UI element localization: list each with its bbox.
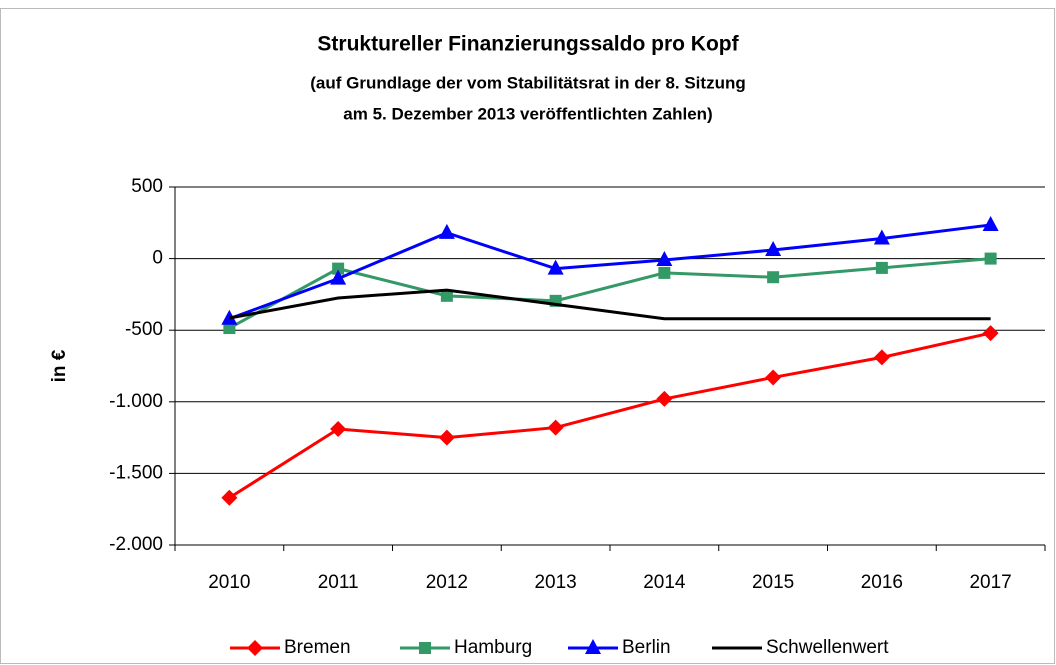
marker — [875, 261, 888, 274]
marker — [765, 369, 782, 386]
y-tick-label: -1.000 — [109, 391, 163, 412]
marker — [438, 429, 455, 446]
marker — [440, 289, 453, 302]
legend-label: Schwellenwert — [766, 637, 889, 658]
x-tick-label: 2013 — [534, 572, 576, 593]
marker — [984, 252, 997, 265]
y-tick-label: 0 — [152, 248, 163, 269]
legend-label: Berlin — [622, 637, 671, 658]
marker — [658, 266, 671, 279]
marker — [765, 241, 782, 257]
chart-border — [0, 8, 1055, 664]
y-tick-label: -1.500 — [109, 462, 163, 483]
series-line — [228, 223, 991, 321]
marker — [767, 271, 780, 284]
x-tick-label: 2016 — [861, 572, 903, 593]
marker — [547, 259, 564, 275]
marker — [247, 640, 263, 656]
chart-subtitle: am 5. Dezember 2013 veröffentlichten Zah… — [343, 104, 712, 123]
legend-label: Bremen — [284, 637, 351, 658]
marker — [873, 229, 890, 245]
series-line — [229, 288, 991, 321]
marker — [332, 262, 345, 275]
x-tick-label: 2015 — [752, 572, 794, 593]
legend-label: Hamburg — [454, 637, 532, 658]
marker — [223, 322, 236, 335]
chart-subtitle: (auf Grundlage der vom Stabilitätsrat in… — [310, 73, 745, 92]
series-line — [228, 331, 991, 500]
chart-title: Struktureller Finanzierungssaldo pro Kop… — [317, 33, 739, 56]
marker — [656, 390, 673, 407]
series-line — [228, 257, 991, 330]
marker — [982, 325, 999, 342]
marker — [982, 215, 999, 231]
y-tick-label: -500 — [125, 319, 163, 340]
y-tick-label: 500 — [131, 176, 163, 197]
marker — [585, 639, 601, 654]
x-tick-label: 2017 — [969, 572, 1011, 593]
marker — [221, 489, 238, 506]
marker — [547, 419, 564, 436]
x-tick-label: 2011 — [318, 572, 359, 593]
marker — [330, 269, 347, 285]
y-axis-label: in € — [49, 349, 70, 382]
x-tick-label: 2014 — [643, 572, 686, 593]
marker — [419, 642, 431, 654]
marker — [330, 421, 347, 438]
marker — [656, 251, 673, 267]
x-tick-label: 2012 — [426, 572, 468, 593]
y-tick-label: -2.000 — [109, 534, 163, 555]
x-tick-label: 2010 — [208, 572, 250, 593]
marker — [438, 223, 455, 239]
marker — [873, 349, 890, 366]
